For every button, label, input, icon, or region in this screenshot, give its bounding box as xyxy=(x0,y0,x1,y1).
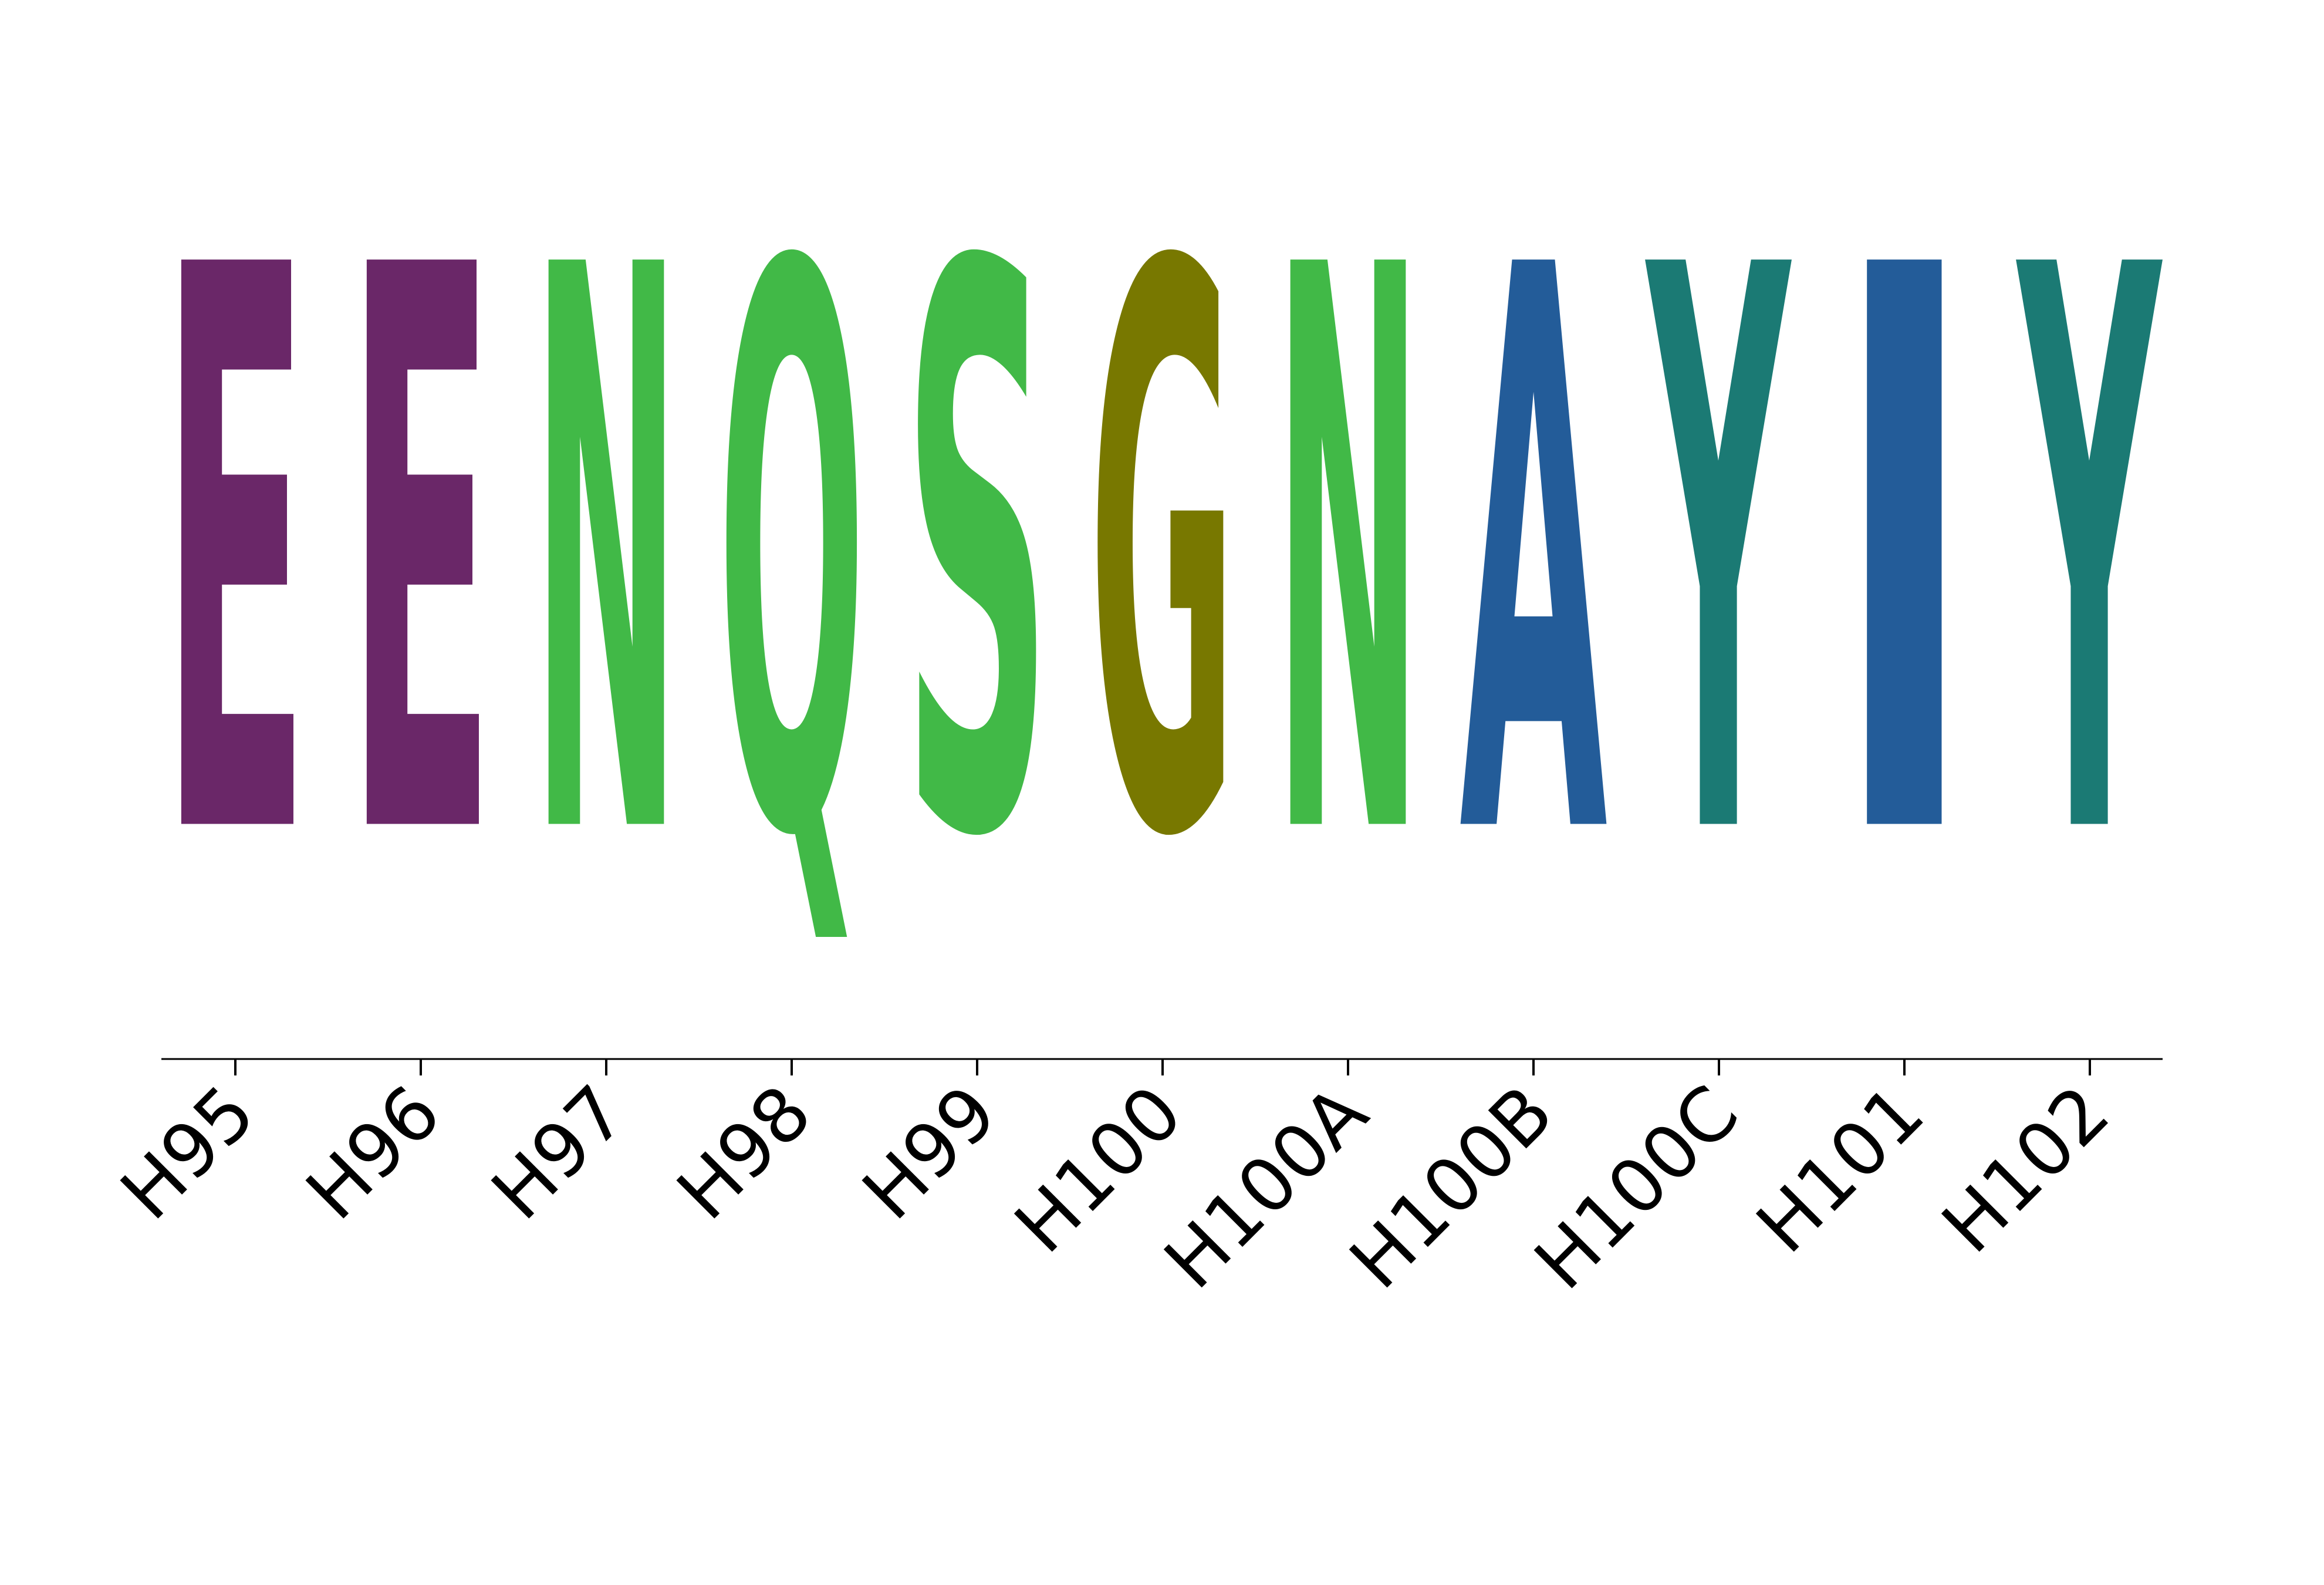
x-tick-label: H97 xyxy=(475,1069,642,1236)
logo-letter: I xyxy=(1830,106,1978,1007)
x-tick-label: H102 xyxy=(1926,1069,2126,1269)
x-tick-label: H98 xyxy=(661,1069,827,1236)
logo-letter: E xyxy=(161,106,309,1007)
logo-letter: A xyxy=(1460,105,1609,1007)
logo-letter: Y xyxy=(2015,106,2163,1007)
x-tick-label: H95 xyxy=(104,1069,271,1236)
logo-letter: N xyxy=(532,105,680,1007)
logo-letter: E xyxy=(347,106,495,1007)
x-tick-label: H96 xyxy=(290,1069,457,1236)
x-tick-label: H100C xyxy=(1518,1069,1755,1306)
logo-letter: N xyxy=(1274,105,1422,1007)
logo-letter: S xyxy=(903,105,1051,1007)
logo-letter: Q xyxy=(718,106,866,1007)
x-tick-label: H100A xyxy=(1148,1069,1384,1305)
x-tick-label: H99 xyxy=(846,1069,1013,1236)
logo-letter: Y xyxy=(1644,106,1792,1007)
x-tick-label: H101 xyxy=(1740,1069,1940,1269)
x-axis-ticks xyxy=(234,1059,2091,1075)
x-tick-label: H100B xyxy=(1333,1069,1569,1305)
logo-letter: G xyxy=(1089,105,1237,1007)
x-axis-tick-labels: H95 H96 H97 H98 H99H100H100AH100BH100CH101H1… xyxy=(104,1069,2126,1306)
